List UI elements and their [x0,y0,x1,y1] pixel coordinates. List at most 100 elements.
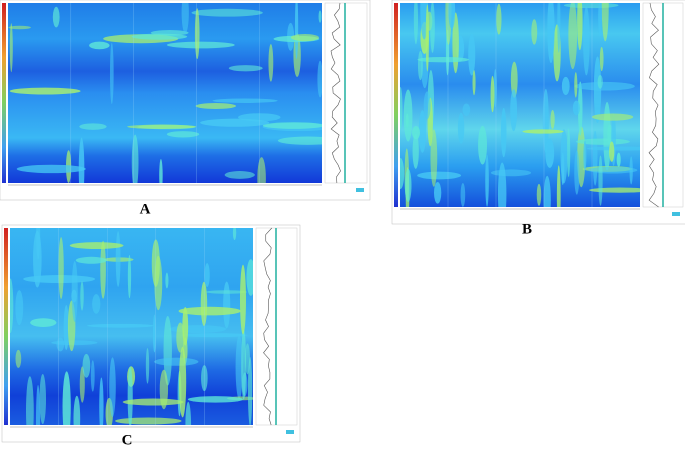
streak [583,140,587,171]
streak [30,318,57,328]
streak [191,8,263,17]
streak [33,230,42,288]
streak [15,290,24,326]
streak [556,165,561,207]
profile [330,2,341,184]
streak [63,305,69,351]
streak [547,3,555,64]
streak [257,157,266,183]
streak [601,3,609,42]
streak [73,395,81,425]
streak [25,376,34,425]
streak [62,371,71,425]
streak [200,281,208,327]
streak [417,50,423,81]
streak [290,34,320,42]
streak [433,181,442,204]
streak [400,157,405,190]
streak [166,41,235,49]
streak [127,124,197,129]
streak [115,417,182,425]
streak [574,150,580,195]
streak [560,129,568,184]
streak [599,46,604,72]
streak [462,103,471,117]
streak [543,175,551,207]
streak [496,3,502,35]
streak [430,129,438,187]
streak [131,134,139,183]
legend-swatch [672,212,680,216]
streak [178,346,187,418]
streak [10,278,14,333]
streak [15,349,22,368]
streak [79,366,85,403]
streak [536,183,542,206]
streak [400,87,403,129]
streak [591,113,634,121]
streak [490,169,532,177]
streak [16,164,86,174]
streak [542,88,549,153]
streak [576,138,630,145]
streak [412,125,421,140]
streak [531,19,538,45]
streak [577,3,583,51]
streak [609,141,615,162]
streak [195,102,237,109]
streak [159,369,169,410]
streak [9,87,81,95]
panel-label: A [140,201,151,217]
streak [223,281,231,329]
streak [228,65,263,72]
streak [404,168,412,202]
streak [598,3,602,37]
streak [87,323,154,328]
streak [69,242,124,249]
streak [187,396,243,403]
streak [127,254,132,299]
streak [75,256,108,264]
streak [224,171,255,179]
streak [178,306,241,316]
streak [35,384,41,425]
streak [232,228,237,240]
streak [522,129,564,134]
streak [417,171,462,180]
streak [247,357,253,425]
streak [239,264,246,335]
streak [497,162,507,207]
streak [268,43,274,82]
streaks [10,228,253,425]
streak [165,272,169,289]
streak [185,401,192,425]
streak [568,3,578,70]
streak [277,136,322,145]
streak [557,3,561,53]
streak [510,61,518,98]
streak [166,131,200,138]
streak [563,3,619,9]
streak [603,102,611,171]
streak [109,357,116,418]
streak [318,10,322,23]
streak [413,3,419,45]
streak [89,41,110,50]
streak [598,155,603,206]
profile [263,227,273,426]
color-scale [4,228,8,425]
streak [159,159,163,183]
streak [80,281,84,311]
streak [9,23,13,73]
streak [122,398,184,406]
streak [500,107,507,158]
streak [205,290,248,294]
streak [448,3,456,30]
color-scale [394,3,398,207]
streak [127,366,133,425]
streaks [400,3,640,207]
streak [176,322,185,353]
streak [457,112,465,144]
streak [246,259,253,296]
